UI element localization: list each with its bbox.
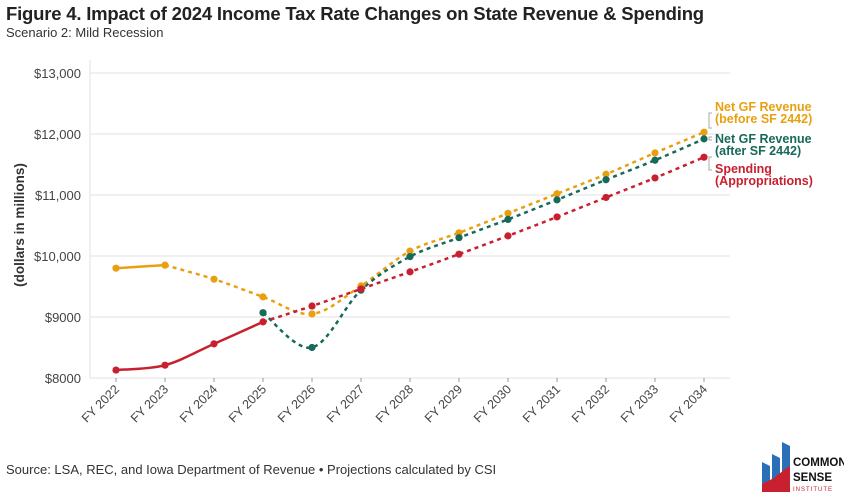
- data-point: [406, 253, 414, 261]
- data-point: [259, 318, 267, 326]
- chart-subtitle: Scenario 2: Mild Recession: [6, 25, 164, 40]
- x-tick-label: FY 2033: [618, 382, 661, 425]
- data-point: [553, 190, 561, 198]
- data-point: [602, 170, 610, 178]
- data-point: [504, 232, 512, 240]
- legend-label: (before SF 2442): [715, 112, 812, 126]
- data-point: [651, 156, 659, 164]
- data-point: [700, 135, 708, 143]
- legend-bracket: [708, 136, 712, 141]
- svg-text:INSTITUTE: INSTITUTE: [793, 487, 833, 493]
- data-point: [455, 234, 463, 242]
- data-point: [308, 310, 316, 318]
- series-line-projected: [262, 137, 705, 349]
- data-point: [161, 261, 169, 269]
- y-axis-title: (dollars in millions): [12, 163, 27, 287]
- data-point: [651, 149, 659, 157]
- x-tick-label: FY 2029: [422, 382, 465, 425]
- x-tick-label: FY 2032: [569, 382, 612, 425]
- y-tick-label: $9000: [45, 310, 81, 325]
- data-point: [651, 174, 659, 182]
- series-line-actual: [115, 263, 166, 270]
- series-line-actual: [115, 320, 264, 372]
- data-point: [259, 309, 267, 317]
- legend-bracket: [708, 112, 712, 129]
- data-point: [455, 250, 463, 258]
- data-point: [700, 128, 708, 136]
- data-point: [112, 366, 120, 374]
- legend-label: (after SF 2442): [715, 144, 801, 158]
- svg-text:COMMON: COMMON: [793, 457, 844, 469]
- x-tick-label: FY 2030: [471, 382, 514, 425]
- legend-label: Net GF Revenue: [715, 100, 812, 114]
- common-sense-institute-logo: COMMON SENSE INSTITUTE: [762, 442, 844, 493]
- data-point: [259, 293, 267, 301]
- x-tick-label: FY 2027: [324, 382, 367, 425]
- x-tick-label: FY 2034: [667, 382, 710, 425]
- y-tick-label: $8000: [45, 371, 81, 386]
- data-point: [406, 268, 414, 276]
- legend-label: Net GF Revenue: [715, 132, 812, 146]
- data-point: [308, 343, 316, 352]
- x-tick-label: FY 2023: [128, 382, 171, 425]
- data-point: [161, 361, 169, 369]
- data-point: [602, 193, 610, 202]
- svg-text:SENSE: SENSE: [793, 472, 832, 484]
- y-tick-label: $11,000: [35, 188, 81, 203]
- data-point: [112, 264, 120, 272]
- y-tick-label: $13,000: [34, 66, 81, 81]
- y-tick-label: $10,000: [34, 249, 81, 264]
- source-note: Source: LSA, REC, and Iowa Department of…: [6, 462, 497, 477]
- data-point: [210, 340, 218, 348]
- legend-label: Spending: [715, 162, 772, 176]
- data-point: [602, 176, 610, 184]
- data-point: [700, 153, 708, 161]
- chart-title: Figure 4. Impact of 2024 Income Tax Rate…: [6, 3, 704, 24]
- x-tick-label: FY 2022: [79, 382, 122, 425]
- data-point: [504, 215, 512, 223]
- data-point: [504, 209, 512, 217]
- series-line-projected: [262, 156, 705, 324]
- x-tick-label: FY 2024: [177, 382, 220, 425]
- data-point: [553, 213, 561, 221]
- x-tick-label: FY 2031: [520, 382, 563, 425]
- data-point: [210, 275, 218, 283]
- x-tick-label: FY 2025: [226, 382, 269, 425]
- legend-label: (Appropriations): [715, 174, 813, 188]
- x-tick-label: FY 2028: [373, 382, 416, 425]
- data-point: [308, 302, 316, 310]
- legend-bracket: [708, 156, 712, 171]
- y-tick-label: $12,000: [34, 127, 81, 142]
- series-line-projected: [164, 131, 705, 316]
- data-point: [406, 247, 414, 255]
- data-point: [357, 285, 365, 293]
- x-tick-label: FY 2026: [275, 382, 318, 425]
- data-point: [553, 196, 561, 204]
